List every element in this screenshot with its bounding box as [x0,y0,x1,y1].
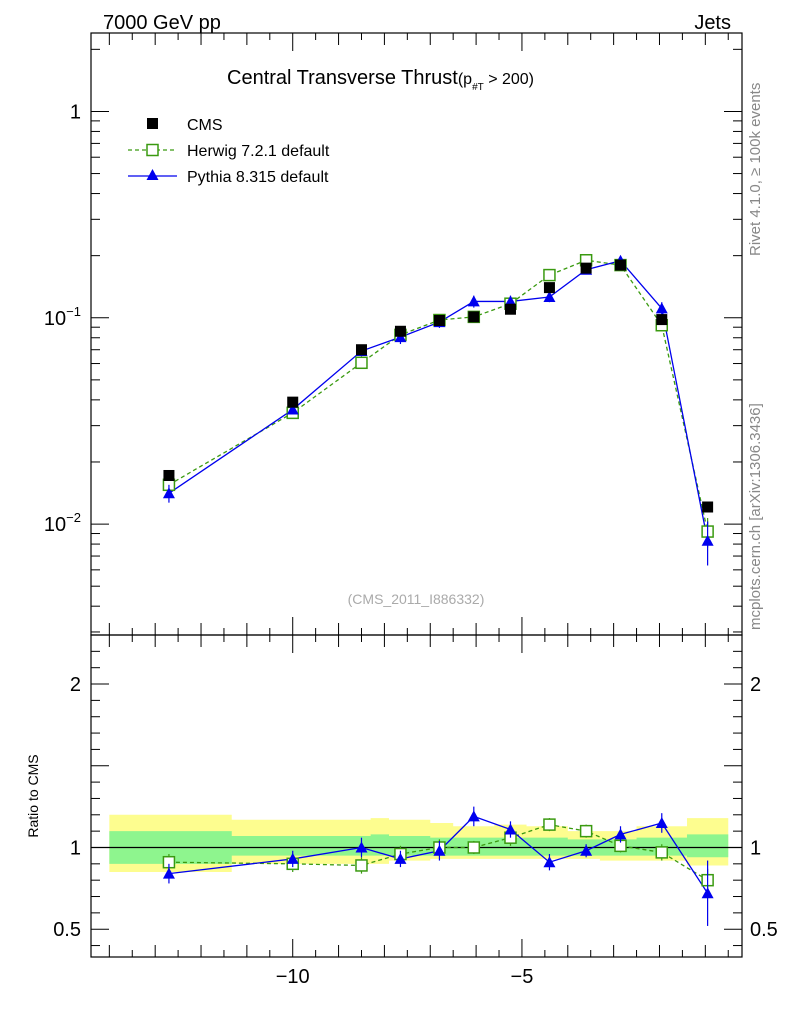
legend: CMS Herwig 7.2.1 default Pythia 8.315 de… [128,117,330,186]
ratio-pythia-point [433,844,446,856]
axes: 110−110−22 21 10.5 0.5−10 −5 [44,32,778,988]
cms-point [504,303,516,315]
legend-marker-pythia [146,169,159,180]
ratio-frame [90,634,743,958]
ratio-herwig-point [579,824,593,838]
ratio-y-tick-label: 0.5 [53,919,81,941]
ratio-plot-area [162,806,714,926]
cms-point [433,314,445,326]
ratio-pythia-point [655,816,668,828]
chart-title-sub: #T [472,82,484,93]
pythia-point [286,403,299,415]
cms-point [615,259,627,271]
cms-point [702,501,714,513]
main-y-tick-exponent: −1 [66,304,81,319]
pythia-line [168,259,709,541]
legend-marker-herwig [146,143,159,157]
x-tick-label: −5 [511,966,534,988]
cms-point [580,262,592,274]
legend-label-cms: CMS [187,117,223,134]
ratio-y-axis-label: Ratio to CMS [25,754,41,837]
ratio-herwig-point [543,818,556,831]
ratio-pythia-point [504,823,517,835]
main-plot-area [162,254,714,566]
header-left-label: 7000 GeV pp [103,12,221,34]
ratio-y-tick-label: 2 [70,674,81,696]
ratio-herwig-point [355,859,368,872]
ratio-pythia-point [543,856,556,868]
chart-title-cut: > 200) [484,71,534,88]
ratio-y-tick-label-right: 0.5 [750,919,778,941]
rivet-version-label: Rivet 4.1.0, ≥ 100k events [747,83,764,256]
pythia-point [701,534,714,546]
ratio-herwig-point [467,841,481,854]
legend-label-pythia: Pythia 8.315 default [187,169,329,186]
ratio-pythia-point [355,841,368,853]
ratio-pythia-point [162,867,175,879]
legend-marker-cms [147,118,158,129]
main-y-tick-base: 10 [44,308,66,330]
ratio-y-tick-label-right: 2 [750,674,761,696]
analysis-watermark: (CMS_2011_I886332) [348,591,485,607]
herwig-line [168,259,709,532]
ratio-y-tick-label-right: 1 [750,837,761,859]
herwig-point [355,356,368,370]
ratio-uncertainty-bands [91,814,742,873]
cms-point [468,311,480,323]
cms-point [543,282,555,294]
pythia-point [543,291,556,303]
main-y-tick-exponent: −2 [66,510,81,525]
chart-title-main: Central Transverse Thrust [227,67,458,89]
main-y-tick-label: 10−2 [44,510,81,536]
cms-point [287,396,299,408]
mcplots-label: mcplots.cern.ch [arXiv:1306.3436] [747,403,764,630]
main-y-tick-label: 10−1 [44,304,81,330]
pythia-point [504,295,517,307]
ratio-pythia-point [614,828,627,840]
x-tick-label: −10 [276,966,310,988]
ratio-herwig-point [655,846,669,859]
ratio-pythia-point [580,844,593,856]
pythia-point [655,302,668,314]
ratio-pythia-line [168,815,709,894]
main-y-tick-base: 10 [44,514,66,536]
cms-point [355,344,367,356]
legend-label-herwig: Herwig 7.2.1 default [187,143,330,160]
pythia-point [467,295,480,307]
ratio-pythia-point [286,852,299,864]
ratio-pythia-point [467,810,480,822]
cms-point [394,325,406,337]
header-right-label: Jets [694,12,731,34]
chart-title: Central Transverse Thrust(p#T > 200) [227,67,534,93]
ratio-pythia-point [701,887,714,899]
pythia-point [162,487,175,499]
cms-point [656,314,668,326]
ratio-y-tick-label: 1 [70,837,81,859]
ratio-pythia-point [394,852,407,864]
herwig-point [543,268,556,282]
chart-title-paren: (p [458,71,472,88]
cms-point [163,469,175,481]
main-y-tick-label: 1 [70,101,81,123]
